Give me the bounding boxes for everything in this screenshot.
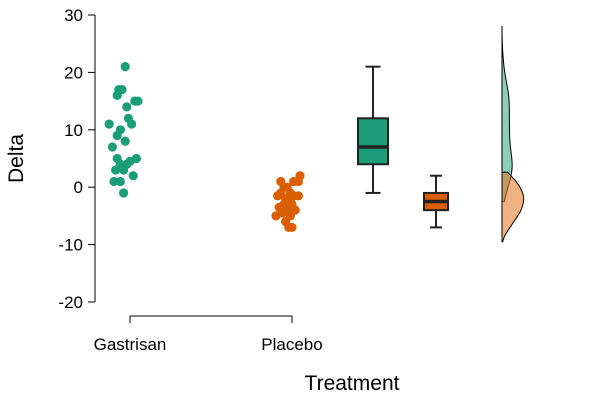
y-tick-label: -10 [58, 236, 83, 255]
x-axis-title: Treatment [305, 372, 400, 395]
data-point [133, 96, 143, 106]
data-point [104, 119, 114, 129]
boxplot [423, 174, 449, 229]
data-point [115, 176, 125, 187]
data-point [128, 171, 138, 181]
data-point [287, 222, 297, 232]
data-point [120, 62, 130, 72]
y-tick-label: 0 [74, 178, 83, 197]
data-point [119, 165, 129, 175]
boxplots-layer [357, 65, 449, 229]
x-tick-label: Gastrisan [94, 335, 167, 354]
x-tick-label: Placebo [261, 335, 322, 354]
data-point [109, 176, 119, 187]
data-point [271, 211, 281, 221]
data-point [293, 176, 303, 187]
y-tick-label: 10 [64, 121, 83, 140]
y-tick-label: -20 [58, 293, 83, 312]
data-point [273, 191, 283, 201]
data-point [119, 188, 129, 198]
density-curve [501, 25, 513, 203]
data-point [127, 119, 137, 129]
y-axis: -20 -10 0 10 20 30 [58, 6, 96, 312]
box-iqr [357, 117, 389, 166]
density-curve [501, 171, 525, 243]
data-point [120, 136, 130, 146]
data-point [112, 130, 122, 141]
points-layer [104, 62, 305, 232]
data-point [122, 102, 132, 112]
x-axis: Gastrisan Placebo [94, 315, 323, 354]
boxplot [357, 65, 389, 194]
data-point [112, 90, 122, 100]
data-point [293, 191, 303, 201]
data-point [111, 165, 121, 175]
data-point [107, 142, 117, 152]
y-tick-label: 20 [64, 63, 83, 82]
y-tick-label: 30 [64, 6, 83, 25]
y-axis-title: Delta [5, 134, 28, 183]
density-layer [501, 25, 525, 243]
